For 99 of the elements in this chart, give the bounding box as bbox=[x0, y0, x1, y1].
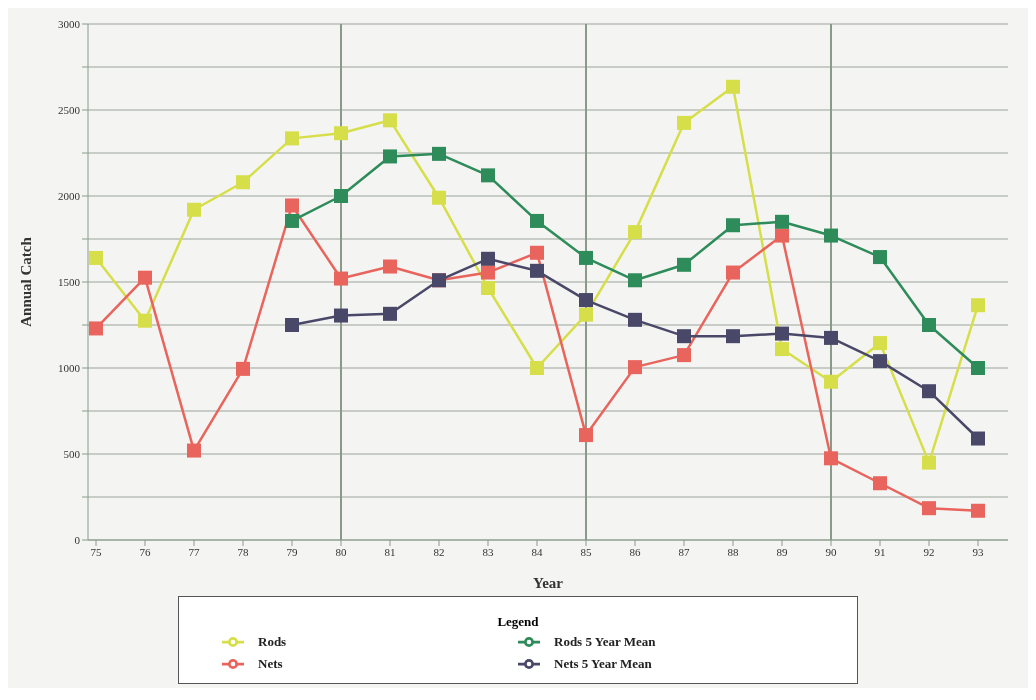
x-tick-label: 91 bbox=[874, 545, 886, 558]
x-tick-label: 85 bbox=[580, 545, 592, 558]
point bbox=[628, 273, 642, 288]
x-tick-label: 92 bbox=[923, 545, 935, 558]
point bbox=[383, 259, 397, 274]
point bbox=[726, 329, 740, 344]
y-tick-label: 2500 bbox=[58, 103, 81, 116]
point bbox=[481, 265, 495, 280]
x-tick-label: 77 bbox=[188, 545, 200, 558]
point bbox=[236, 361, 250, 376]
point bbox=[89, 321, 103, 336]
point bbox=[334, 271, 348, 286]
point bbox=[971, 431, 985, 446]
x-tick-label: 93 bbox=[972, 545, 984, 558]
point bbox=[383, 149, 397, 164]
point bbox=[481, 251, 495, 266]
point bbox=[824, 228, 838, 243]
point bbox=[530, 361, 544, 375]
point bbox=[873, 354, 887, 369]
legend-label: Nets bbox=[257, 655, 284, 672]
point bbox=[579, 307, 593, 322]
point bbox=[383, 113, 397, 128]
point bbox=[873, 476, 887, 491]
point bbox=[89, 250, 103, 265]
point bbox=[285, 318, 299, 332]
point bbox=[775, 326, 789, 341]
point bbox=[334, 126, 348, 141]
point bbox=[726, 79, 740, 94]
legend-label: Rods 5 Year Mean bbox=[553, 633, 657, 650]
point bbox=[236, 175, 250, 190]
point bbox=[775, 342, 789, 357]
x-axis-title: Year bbox=[533, 575, 564, 591]
point bbox=[530, 245, 544, 260]
point bbox=[971, 361, 985, 375]
point bbox=[334, 308, 348, 323]
point bbox=[138, 270, 152, 285]
y-tick-label: 0 bbox=[74, 533, 81, 546]
x-tick-label: 89 bbox=[776, 545, 788, 558]
y-axis-title: Annual Catch bbox=[18, 236, 35, 327]
point bbox=[726, 265, 740, 280]
point bbox=[824, 374, 838, 389]
point bbox=[285, 213, 299, 228]
y-tick-label: 2000 bbox=[58, 189, 81, 202]
point bbox=[922, 318, 936, 332]
point bbox=[187, 202, 201, 217]
x-tick-label: 87 bbox=[678, 545, 690, 558]
x-tick-label: 75 bbox=[90, 545, 102, 558]
point bbox=[383, 306, 397, 321]
point bbox=[579, 293, 593, 308]
point bbox=[138, 313, 152, 328]
point bbox=[628, 312, 642, 327]
x-tick-label: 84 bbox=[531, 545, 543, 558]
x-tick-label: 80 bbox=[335, 545, 347, 558]
x-tick-label: 88 bbox=[727, 545, 739, 558]
x-tick-label: 86 bbox=[629, 545, 641, 558]
legend-label: Rods bbox=[257, 633, 288, 650]
legend-title: Legend bbox=[496, 614, 540, 630]
point bbox=[971, 298, 985, 313]
point bbox=[334, 189, 348, 203]
point bbox=[677, 115, 691, 130]
y-tick-label: 1000 bbox=[58, 361, 81, 374]
point bbox=[971, 503, 985, 518]
point bbox=[677, 329, 691, 344]
point bbox=[285, 198, 299, 213]
y-tick-label: 3000 bbox=[58, 17, 81, 30]
x-tick-label: 82 bbox=[433, 545, 445, 558]
point bbox=[432, 146, 446, 161]
point bbox=[922, 501, 936, 516]
x-tick-label: 83 bbox=[482, 545, 494, 558]
point bbox=[775, 228, 789, 243]
point bbox=[873, 250, 887, 265]
y-tick-label: 1500 bbox=[58, 275, 81, 288]
point bbox=[628, 225, 642, 240]
point bbox=[481, 281, 495, 296]
point bbox=[922, 384, 936, 399]
point bbox=[873, 336, 887, 351]
point bbox=[285, 131, 299, 146]
legend-label: Nets 5 Year Mean bbox=[553, 655, 653, 672]
point bbox=[922, 455, 936, 470]
y-tick-label: 500 bbox=[63, 447, 81, 460]
point bbox=[530, 263, 544, 278]
point bbox=[775, 214, 789, 229]
x-tick-label: 90 bbox=[825, 545, 837, 558]
point bbox=[628, 360, 642, 375]
point bbox=[530, 213, 544, 228]
point bbox=[677, 348, 691, 363]
point bbox=[677, 257, 691, 272]
point bbox=[824, 451, 838, 466]
point bbox=[726, 218, 740, 233]
point bbox=[579, 428, 593, 443]
x-tick-label: 81 bbox=[384, 545, 396, 558]
x-tick-label: 78 bbox=[237, 545, 249, 558]
point bbox=[187, 443, 201, 458]
point bbox=[481, 168, 495, 183]
x-tick-label: 79 bbox=[286, 545, 298, 558]
point bbox=[579, 250, 593, 265]
point bbox=[432, 190, 446, 205]
x-tick-label: 76 bbox=[139, 545, 151, 558]
point bbox=[824, 330, 838, 345]
